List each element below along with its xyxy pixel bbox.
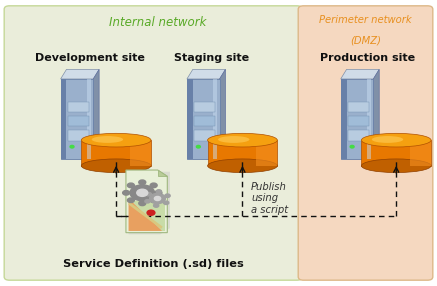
Circle shape: [147, 210, 155, 215]
Text: Publish
using
a script: Publish using a script: [251, 182, 288, 215]
Polygon shape: [410, 140, 431, 166]
Circle shape: [139, 180, 146, 184]
Circle shape: [128, 198, 134, 202]
Text: Service Definition (.sd) files: Service Definition (.sd) files: [63, 259, 243, 269]
Circle shape: [150, 198, 157, 202]
Ellipse shape: [208, 159, 277, 172]
Circle shape: [196, 145, 200, 148]
Ellipse shape: [361, 133, 431, 147]
Circle shape: [139, 201, 146, 206]
Text: Perimeter network: Perimeter network: [319, 15, 412, 25]
Circle shape: [156, 190, 161, 193]
Polygon shape: [128, 198, 162, 231]
FancyBboxPatch shape: [68, 130, 89, 141]
Polygon shape: [257, 140, 277, 166]
Text: Staging site: Staging site: [174, 53, 250, 63]
FancyBboxPatch shape: [298, 6, 433, 280]
Circle shape: [70, 145, 74, 148]
FancyBboxPatch shape: [61, 79, 93, 159]
Circle shape: [153, 204, 159, 207]
FancyBboxPatch shape: [187, 79, 219, 159]
Circle shape: [146, 192, 152, 196]
FancyBboxPatch shape: [348, 130, 369, 141]
Circle shape: [154, 196, 161, 200]
FancyBboxPatch shape: [213, 79, 217, 159]
Polygon shape: [126, 170, 167, 233]
Circle shape: [123, 190, 130, 195]
FancyBboxPatch shape: [87, 79, 90, 159]
Polygon shape: [187, 69, 225, 79]
FancyBboxPatch shape: [194, 130, 215, 141]
Circle shape: [150, 193, 165, 204]
Circle shape: [150, 183, 157, 188]
FancyBboxPatch shape: [68, 116, 89, 126]
FancyBboxPatch shape: [348, 102, 369, 112]
Ellipse shape: [92, 136, 123, 143]
Polygon shape: [219, 69, 225, 159]
Polygon shape: [341, 69, 379, 79]
FancyBboxPatch shape: [68, 102, 89, 112]
FancyBboxPatch shape: [4, 6, 302, 280]
Circle shape: [155, 190, 162, 195]
Text: Development site: Development site: [35, 53, 145, 63]
Circle shape: [128, 183, 134, 188]
FancyBboxPatch shape: [61, 79, 66, 159]
FancyBboxPatch shape: [194, 102, 215, 112]
Ellipse shape: [361, 159, 431, 172]
Polygon shape: [81, 140, 151, 166]
Text: (DMZ): (DMZ): [350, 35, 381, 45]
Polygon shape: [158, 170, 167, 176]
FancyBboxPatch shape: [128, 201, 165, 231]
Circle shape: [137, 189, 148, 196]
Circle shape: [165, 194, 170, 197]
Polygon shape: [373, 69, 379, 159]
Polygon shape: [361, 140, 431, 166]
Polygon shape: [130, 140, 151, 166]
FancyBboxPatch shape: [194, 116, 215, 126]
Polygon shape: [93, 69, 99, 159]
FancyBboxPatch shape: [341, 79, 347, 159]
Circle shape: [130, 185, 154, 201]
FancyBboxPatch shape: [187, 79, 193, 159]
Circle shape: [163, 201, 169, 204]
FancyBboxPatch shape: [348, 116, 369, 126]
Ellipse shape: [208, 133, 277, 147]
Polygon shape: [61, 69, 99, 79]
Polygon shape: [208, 140, 277, 166]
Circle shape: [350, 145, 354, 148]
Text: Production site: Production site: [320, 53, 416, 63]
Ellipse shape: [372, 136, 403, 143]
Ellipse shape: [81, 159, 151, 172]
Circle shape: [145, 200, 150, 203]
Polygon shape: [128, 172, 170, 234]
Ellipse shape: [81, 133, 151, 147]
FancyBboxPatch shape: [341, 79, 373, 159]
FancyBboxPatch shape: [367, 79, 371, 159]
Ellipse shape: [218, 136, 250, 143]
Text: Internal network: Internal network: [109, 16, 206, 29]
